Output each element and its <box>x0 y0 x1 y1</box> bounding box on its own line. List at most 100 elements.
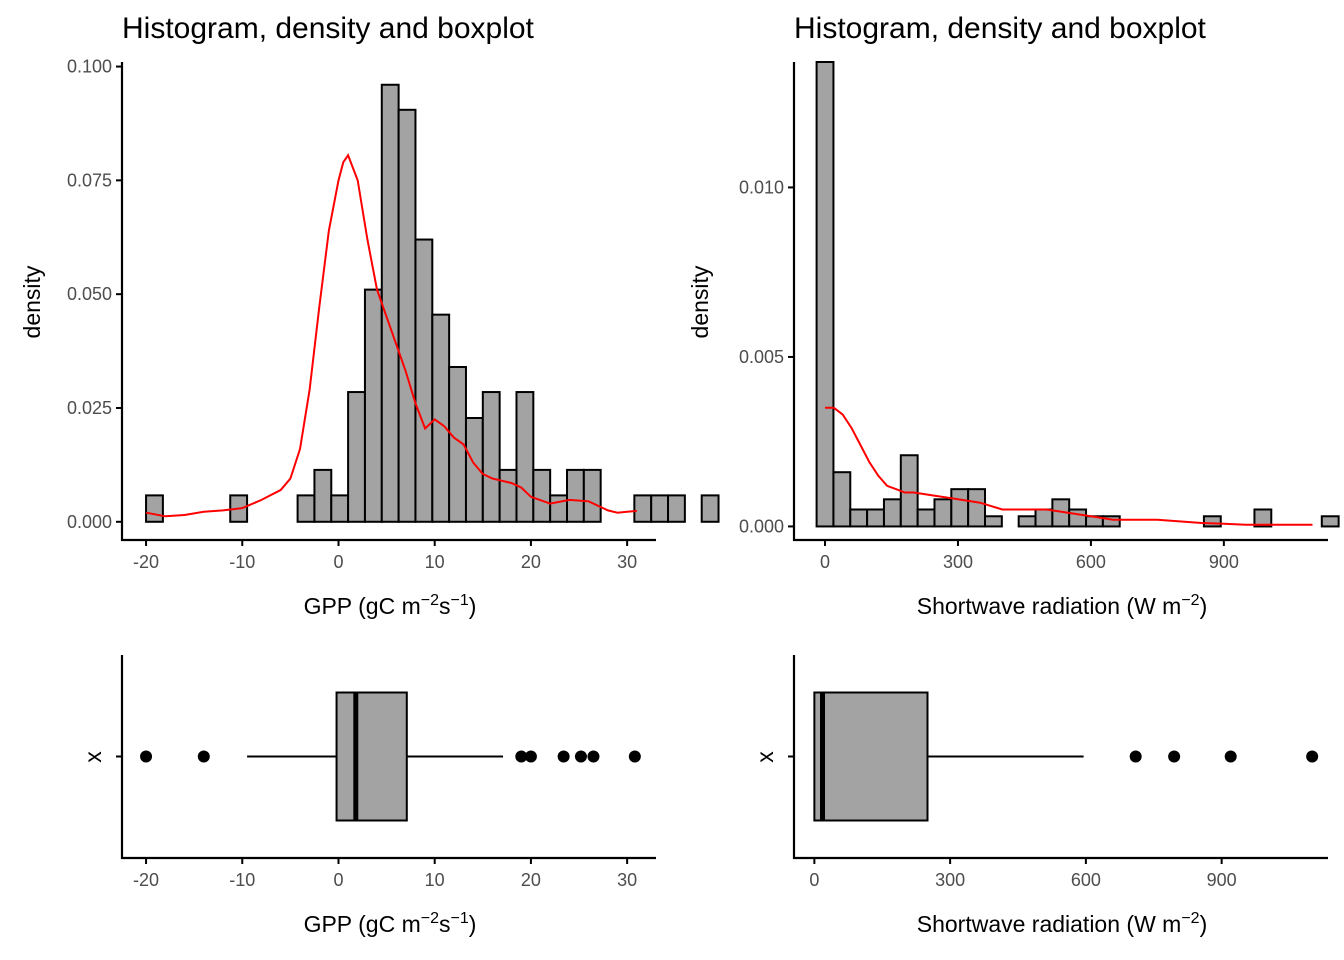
gpp-boxplot-outlier <box>574 750 587 763</box>
gpp-histogram-bar <box>700 494 720 523</box>
gpp-histogram-ytick-label: 0.025 <box>67 398 112 418</box>
gpp-histogram-ytick-label: 0.050 <box>67 284 112 304</box>
shortwave-histogram-ylabel: density <box>687 265 713 338</box>
gpp-boxplot-xtick-label: 20 <box>521 870 541 890</box>
shortwave-histogram-bar <box>1034 508 1054 528</box>
gpp-histogram-ytick-label: 0.100 <box>67 57 112 77</box>
gpp-histogram-bar <box>431 313 451 523</box>
shortwave-histogram-bar <box>882 498 902 528</box>
shortwave-histogram-panel: Histogram, density and boxplot density S… <box>687 12 1340 619</box>
shortwave-histogram-xtick-label: 0 <box>820 552 830 572</box>
shortwave-boxplot-xlabel-prefix: Shortwave radiation (W m <box>917 911 1182 937</box>
shortwave-histogram-bar <box>950 488 970 528</box>
gpp-histogram-xlabel-mid: s <box>439 593 451 619</box>
shortwave-histogram-title: Histogram, density and boxplot <box>794 12 1207 45</box>
gpp-boxplot-box <box>335 691 408 822</box>
shortwave-boxplot-xlabel-suffix: ) <box>1200 911 1208 937</box>
gpp-histogram-bar <box>498 468 518 523</box>
gpp-histogram-xtick-label: 0 <box>333 552 343 572</box>
gpp-histogram-bar <box>566 468 585 523</box>
gpp-histogram-xlabel-sup2: −1 <box>450 592 468 609</box>
gpp-boxplot-xlabel-sup1: −2 <box>421 910 439 927</box>
gpp-boxplot-xlabel-suffix: ) <box>469 911 477 937</box>
shortwave-histogram-xtick-label: 900 <box>1209 552 1239 572</box>
shortwave-boxplot-outlier <box>1224 750 1237 763</box>
gpp-histogram-bar <box>397 108 417 523</box>
gpp-boxplot-xtick-label: 0 <box>333 870 343 890</box>
gpp-histogram-bar <box>481 391 501 523</box>
shortwave-histogram-bar <box>899 454 919 528</box>
shortwave-histogram-density-curve <box>825 406 1313 526</box>
shortwave-histogram-bar <box>1253 508 1273 528</box>
shortwave-boxplot-xlabel-sup1: −2 <box>1181 910 1199 927</box>
shortwave-histogram-bar <box>1202 515 1222 528</box>
gpp-histogram-bar <box>532 468 552 523</box>
gpp-histogram-xtick-label: -20 <box>133 552 159 572</box>
shortwave-histogram-ytick-label: 0.005 <box>739 347 784 367</box>
gpp-boxplot-xlabel-mid: s <box>439 911 451 937</box>
gpp-histogram-ytick-label: 0.000 <box>67 512 112 532</box>
shortwave-histogram-bar <box>967 488 986 528</box>
gpp-boxplot-outlier <box>587 750 600 763</box>
gpp-boxplot-outlier <box>197 750 210 763</box>
shortwave-boxplot-ylabel: x <box>752 751 778 763</box>
shortwave-histogram-xtick-label: 300 <box>943 552 973 572</box>
shortwave-boxplot-xtick-label: 300 <box>935 870 965 890</box>
shortwave-histogram-bar <box>916 508 936 528</box>
shortwave-boxplot-xtick-label: 900 <box>1207 870 1237 890</box>
gpp-boxplot-ylabel: x <box>80 751 106 763</box>
shortwave-histogram-bar <box>849 508 869 528</box>
shortwave-histogram-bar <box>866 508 885 528</box>
gpp-histogram-xlabel-sup1: −2 <box>421 592 439 609</box>
gpp-boxplot-xlabel-prefix: GPP (gC m <box>304 911 421 937</box>
shortwave-boxplot-panel: x Shortwave radiation (W m−2) 0 300 600 900 <box>752 655 1328 937</box>
gpp-histogram-xtick-label: -10 <box>229 552 255 572</box>
gpp-boxplot-xlabel: GPP (gC m−2s−1) <box>304 910 477 937</box>
shortwave-boxplot-box <box>813 691 929 822</box>
gpp-histogram-title: Histogram, density and boxplot <box>122 12 535 45</box>
shortwave-histogram-bar <box>983 515 1003 528</box>
gpp-boxplot-xtick-label: 10 <box>425 870 445 890</box>
shortwave-histogram-xtick-label: 600 <box>1076 552 1106 572</box>
gpp-histogram-ytick-label: 0.075 <box>67 170 112 190</box>
shortwave-boxplot-xtick-label: 0 <box>809 870 819 890</box>
gpp-histogram-bar <box>582 468 602 523</box>
shortwave-histogram-bar <box>933 498 953 528</box>
shortwave-boxplot-outlier <box>1168 750 1181 763</box>
gpp-histogram-bar <box>633 494 653 523</box>
gpp-boxplot-xlabel-sup2: −1 <box>450 910 468 927</box>
gpp-histogram-bar <box>347 391 366 523</box>
shortwave-boxplot-outlier <box>1129 750 1142 763</box>
gpp-boxplot-panel: x GPP (gC m−2s−1) -20 -10 0 10 20 30 <box>80 655 656 937</box>
gpp-histogram-bar <box>549 494 569 523</box>
shortwave-boxplot-outlier <box>1306 750 1319 763</box>
gpp-boxplot-outlier <box>557 750 570 763</box>
shortwave-histogram-bar <box>1101 515 1121 528</box>
shortwave-histogram-xlabel: Shortwave radiation (W m−2) <box>917 592 1208 619</box>
shortwave-boxplot-xtick-label: 600 <box>1071 870 1101 890</box>
gpp-boxplot-xtick-label: 30 <box>617 870 637 890</box>
gpp-histogram-bar <box>363 288 383 523</box>
gpp-histogram-bar <box>650 494 670 523</box>
shortwave-histogram-xlabel-sup1: −2 <box>1181 592 1199 609</box>
gpp-boxplot-outlier <box>628 750 641 763</box>
shortwave-histogram-xlabel-prefix: Shortwave radiation (W m <box>917 593 1182 619</box>
gpp-histogram-xtick-label: 20 <box>521 552 541 572</box>
gpp-histogram-xtick-label: 10 <box>425 552 445 572</box>
shortwave-histogram-bar <box>815 61 835 528</box>
gpp-boxplot-outlier <box>524 750 537 763</box>
gpp-histogram-xtick-label: 30 <box>617 552 637 572</box>
gpp-boxplot-outlier <box>515 750 528 763</box>
gpp-boxplot-xtick-label: -10 <box>229 870 255 890</box>
gpp-histogram-bar <box>380 83 400 523</box>
gpp-histogram-density-curve <box>145 153 637 518</box>
gpp-histogram-bar <box>296 494 316 523</box>
gpp-histogram-xlabel: GPP (gC m−2s−1) <box>304 592 477 619</box>
shortwave-histogram-bar <box>1017 515 1037 528</box>
shortwave-boxplot-xlabel: Shortwave radiation (W m−2) <box>917 910 1208 937</box>
gpp-histogram-bar <box>667 494 686 523</box>
shortwave-histogram-bar <box>1068 508 1088 528</box>
shortwave-histogram-ytick-label: 0.010 <box>739 177 784 197</box>
gpp-histogram-bar <box>414 238 434 523</box>
